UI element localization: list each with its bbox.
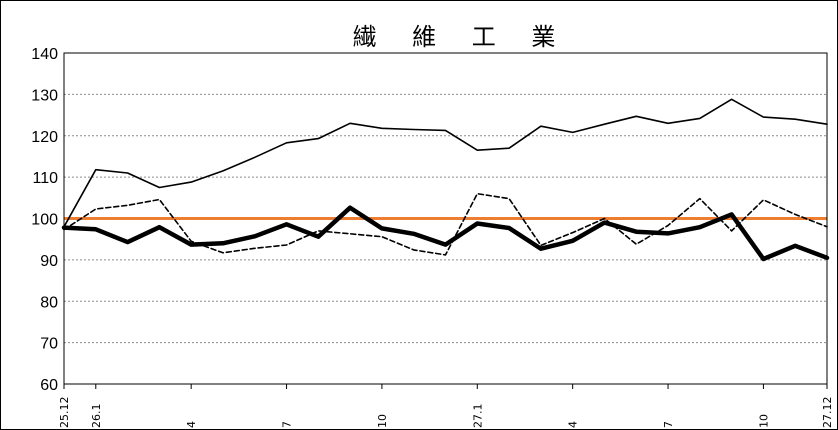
y-tick-label: 140 [31, 46, 58, 63]
y-tick-label: 110 [32, 170, 58, 187]
x-tick-label: 7 [662, 421, 675, 428]
x-tick-label: 4 [185, 421, 198, 428]
x-tick-label: 10 [757, 414, 770, 428]
x-axis: 25.12 26.1 4 7 10 27.1 4 7 10 27.12 [58, 384, 834, 428]
x-tick-label: 7 [281, 421, 294, 428]
x-tick-label: 27.12 [821, 397, 834, 429]
y-tick-label: 100 [31, 212, 58, 229]
x-tick-label: 4 [567, 421, 580, 428]
x-tick-label: 27.1 [471, 404, 484, 429]
series-line-thick-solid [61, 205, 830, 262]
x-tick-label: 10 [376, 414, 389, 428]
x-tick-label: 25.12 [58, 397, 71, 429]
y-tick-label: 70 [40, 336, 58, 353]
y-tick-label: 60 [40, 377, 58, 394]
chart-title: 繊 維 工 業 [353, 23, 570, 51]
y-tick-label: 90 [40, 253, 58, 270]
y-tick-label: 80 [40, 294, 58, 311]
plot-area-border [63, 52, 828, 385]
y-axis: 60 70 80 90 100 110 120 130 140 [31, 46, 58, 394]
plot-frame [63, 52, 828, 385]
y-tick-label: 120 [31, 129, 58, 146]
y-tick-label: 130 [31, 87, 58, 104]
series-line-thin-solid [63, 98, 828, 228]
series-layer [61, 98, 830, 262]
x-tick-label: 26.1 [90, 404, 103, 429]
series-line-dashed [63, 192, 828, 256]
